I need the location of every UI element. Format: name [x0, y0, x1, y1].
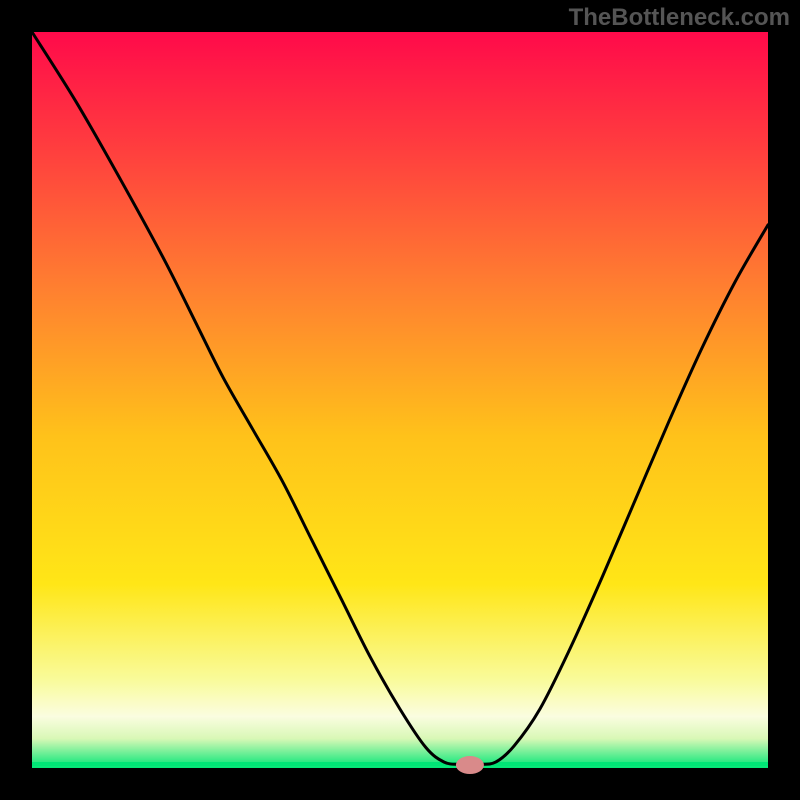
bottleneck-chart: TheBottleneck.com [0, 0, 800, 800]
watermark-text: TheBottleneck.com [569, 4, 790, 32]
chart-background-gradient [32, 32, 768, 768]
optimal-point-marker [456, 756, 484, 774]
chart-svg [0, 0, 800, 800]
